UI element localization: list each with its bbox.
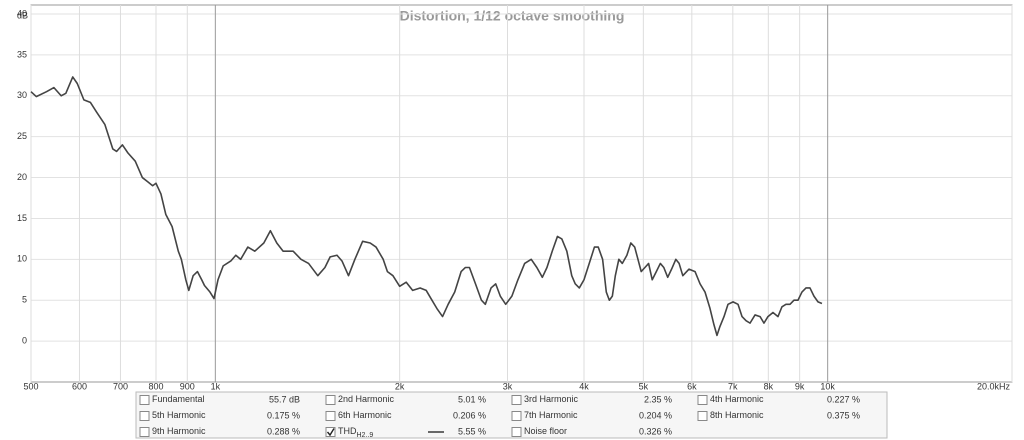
legend-checkbox[interactable] (325, 411, 336, 421)
x-tick-label: 3k (503, 381, 513, 391)
legend-name: 6th Harmonic (338, 410, 392, 420)
legend-item: 2nd Harmonic 5.01 % (325, 394, 486, 405)
legend-name-sub: H2..9 (357, 432, 374, 439)
legend-name-text: THD (338, 426, 357, 436)
x-tick-label: 600 (72, 381, 87, 391)
legend-value: 0.204 % (639, 410, 672, 420)
legend-value: 2.35 % (644, 394, 672, 404)
legend-checkbox[interactable] (139, 395, 150, 405)
legend-name: 3rd Harmonic (524, 394, 579, 404)
x-tick-label: 5k (639, 381, 649, 391)
legend-checkbox[interactable] (325, 395, 336, 405)
legend-checkbox[interactable] (139, 427, 150, 437)
legend-value: 5.01 % (458, 394, 486, 404)
legend-value: 0.175 % (267, 410, 300, 420)
legend-name-text: 9th Harmonic (152, 426, 206, 436)
legend-value: 0.227 % (827, 394, 860, 404)
legend-item: 4th Harmonic 0.227 % (697, 394, 860, 405)
legend-name-text: Noise floor (524, 426, 567, 436)
legend-checkbox[interactable] (511, 395, 522, 405)
legend-checkbox[interactable] (325, 427, 336, 437)
legend-value: 55.7 dB (269, 394, 300, 404)
legend-name-text: 3rd Harmonic (524, 394, 579, 404)
legend-item: 9th Harmonic 0.288 % (139, 426, 300, 437)
legend-checkbox[interactable] (511, 411, 522, 421)
x-tick-label: 500 (23, 381, 38, 391)
legend-name-text: Fundamental (152, 394, 205, 404)
y-tick-label: 5 (22, 295, 27, 305)
y-tick-label: 25 (17, 131, 27, 141)
legend-item: THDH2..9 5.55 % (325, 426, 486, 439)
legend-name: Noise floor (524, 426, 567, 436)
x-tick-label: 10k (820, 381, 835, 391)
chart-title: Distortion, 1/12 octave smoothing (400, 8, 625, 24)
legend-name-text: 4th Harmonic (710, 394, 764, 404)
y-tick-label: 35 (17, 49, 27, 59)
legend-name: 5th Harmonic (152, 410, 206, 420)
legend-name: 4th Harmonic (710, 394, 764, 404)
legend-name: 2nd Harmonic (338, 394, 395, 404)
x-tick-label: 9k (795, 381, 805, 391)
y-tick-label: 0 (22, 335, 27, 345)
legend-item: 3rd Harmonic 2.35 % (511, 394, 672, 405)
legend-item: 8th Harmonic 0.375 % (697, 410, 860, 421)
legend-item: 7th Harmonic 0.204 % (511, 410, 672, 421)
legend-value: 0.375 % (827, 410, 860, 420)
legend-item: Fundamental 55.7 dB (139, 394, 300, 405)
y-tick-label: 40 (17, 8, 27, 18)
legend-value: 0.326 % (639, 426, 672, 436)
x-tick-label: 6k (687, 381, 697, 391)
y-tick-label: 15 (17, 213, 27, 223)
legend-checkbox[interactable] (697, 395, 708, 405)
legend-item: 6th Harmonic 0.206 % (325, 410, 486, 421)
legend-checkbox[interactable] (511, 427, 522, 437)
legend-checkbox[interactable] (139, 411, 150, 421)
legend-name: Fundamental (152, 394, 205, 404)
legend-value: 0.288 % (267, 426, 300, 436)
legend-item: Noise floor 0.326 % (511, 426, 672, 437)
x-tick-label: 1k (211, 381, 221, 391)
y-tick-label: 10 (17, 254, 27, 264)
thd-line (30, 76, 823, 337)
x-tick-label: 20.0kHz (977, 381, 1011, 391)
y-tick-label: 20 (17, 172, 27, 182)
y-axis-label: dB (17, 10, 28, 20)
legend-value: 0.206 % (453, 410, 486, 420)
x-tick-label: 7k (728, 381, 738, 391)
x-tick-label: 2k (395, 381, 405, 391)
legend-name: 9th Harmonic (152, 426, 206, 436)
y-tick-label: 30 (17, 90, 27, 100)
x-tick-label: 8k (764, 381, 774, 391)
legend-name-text: 2nd Harmonic (338, 394, 395, 404)
legend-name-text: 5th Harmonic (152, 410, 206, 420)
x-tick-label: 900 (180, 381, 195, 391)
legend-check (326, 428, 335, 437)
legend-checkbox[interactable] (697, 411, 708, 421)
legend-name: 8th Harmonic (710, 410, 764, 420)
x-tick-label: 700 (113, 381, 128, 391)
legend-name: THDH2..9 (338, 426, 373, 438)
legend-item: 5th Harmonic 0.175 % (139, 410, 300, 421)
legend-name-text: 6th Harmonic (338, 410, 392, 420)
x-tick-label: 4k (579, 381, 589, 391)
legend-value: 5.55 % (458, 426, 486, 436)
legend-name-text: 8th Harmonic (710, 410, 764, 420)
plot-frame (30, 4, 1013, 383)
legend-name: 7th Harmonic (524, 410, 578, 420)
legend-name-text: 7th Harmonic (524, 410, 578, 420)
x-tick-label: 800 (148, 381, 163, 391)
